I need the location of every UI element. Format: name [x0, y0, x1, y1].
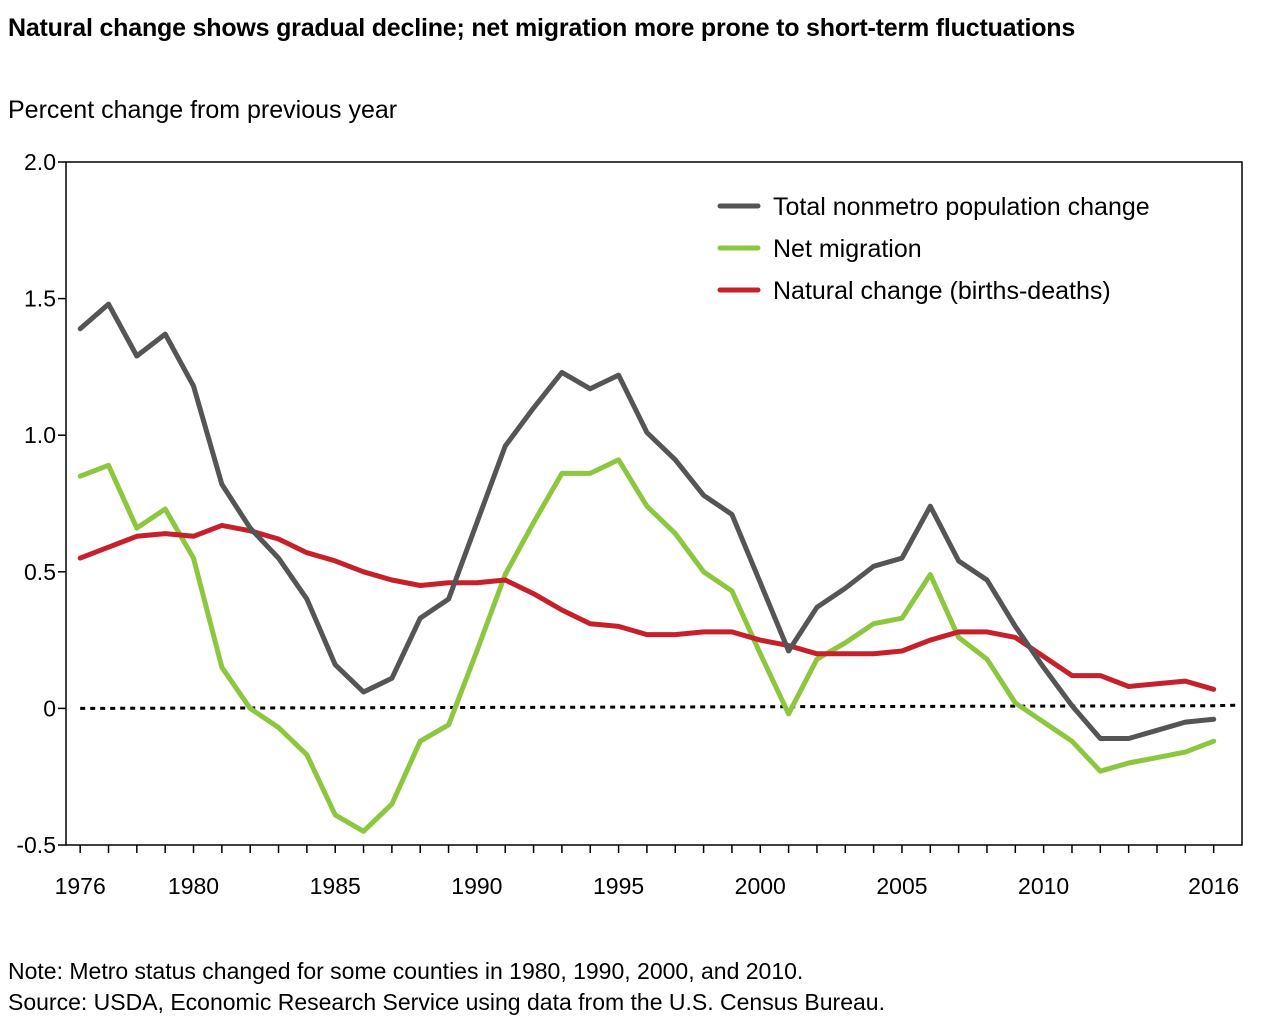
- y-tick-label: 0.5: [24, 559, 56, 585]
- y-tick-label: 2.0: [24, 149, 56, 175]
- x-tick-label: 1976: [55, 873, 106, 899]
- x-tick-label: 2005: [876, 873, 927, 899]
- zero-line: [80, 703, 1241, 710]
- y-tick-label: 1.5: [24, 286, 56, 312]
- legend-label: Net migration: [773, 235, 922, 263]
- x-tick-label: 2010: [1018, 873, 1069, 899]
- x-tick-label: 1990: [451, 873, 502, 899]
- chart-note: Note: Metro status changed for some coun…: [8, 958, 804, 984]
- legend-label: Natural change (births-deaths): [773, 277, 1111, 305]
- x-tick-label: 2000: [735, 873, 786, 899]
- x-tick-label: 1995: [593, 873, 644, 899]
- plot-frame: [65, 161, 1243, 846]
- series-line-total-nonmetro-population-change: [77, 301, 1217, 741]
- series-line-net-migration: [77, 457, 1217, 834]
- y-axis-label: Percent change from previous year: [8, 96, 398, 124]
- x-tick-label: 2016: [1188, 873, 1239, 899]
- chart-title: Natural change shows gradual decline; ne…: [8, 14, 1076, 42]
- x-tick-label: 1985: [310, 873, 361, 899]
- y-tick-label: 1.0: [24, 422, 56, 448]
- chart-source: Source: USDA, Economic Research Service …: [8, 989, 885, 1015]
- x-tick-label: 1980: [168, 873, 219, 899]
- y-tick-label: 0: [43, 695, 56, 721]
- legend-label: Total nonmetro population change: [773, 193, 1150, 221]
- y-tick-label: -0.5: [16, 832, 56, 858]
